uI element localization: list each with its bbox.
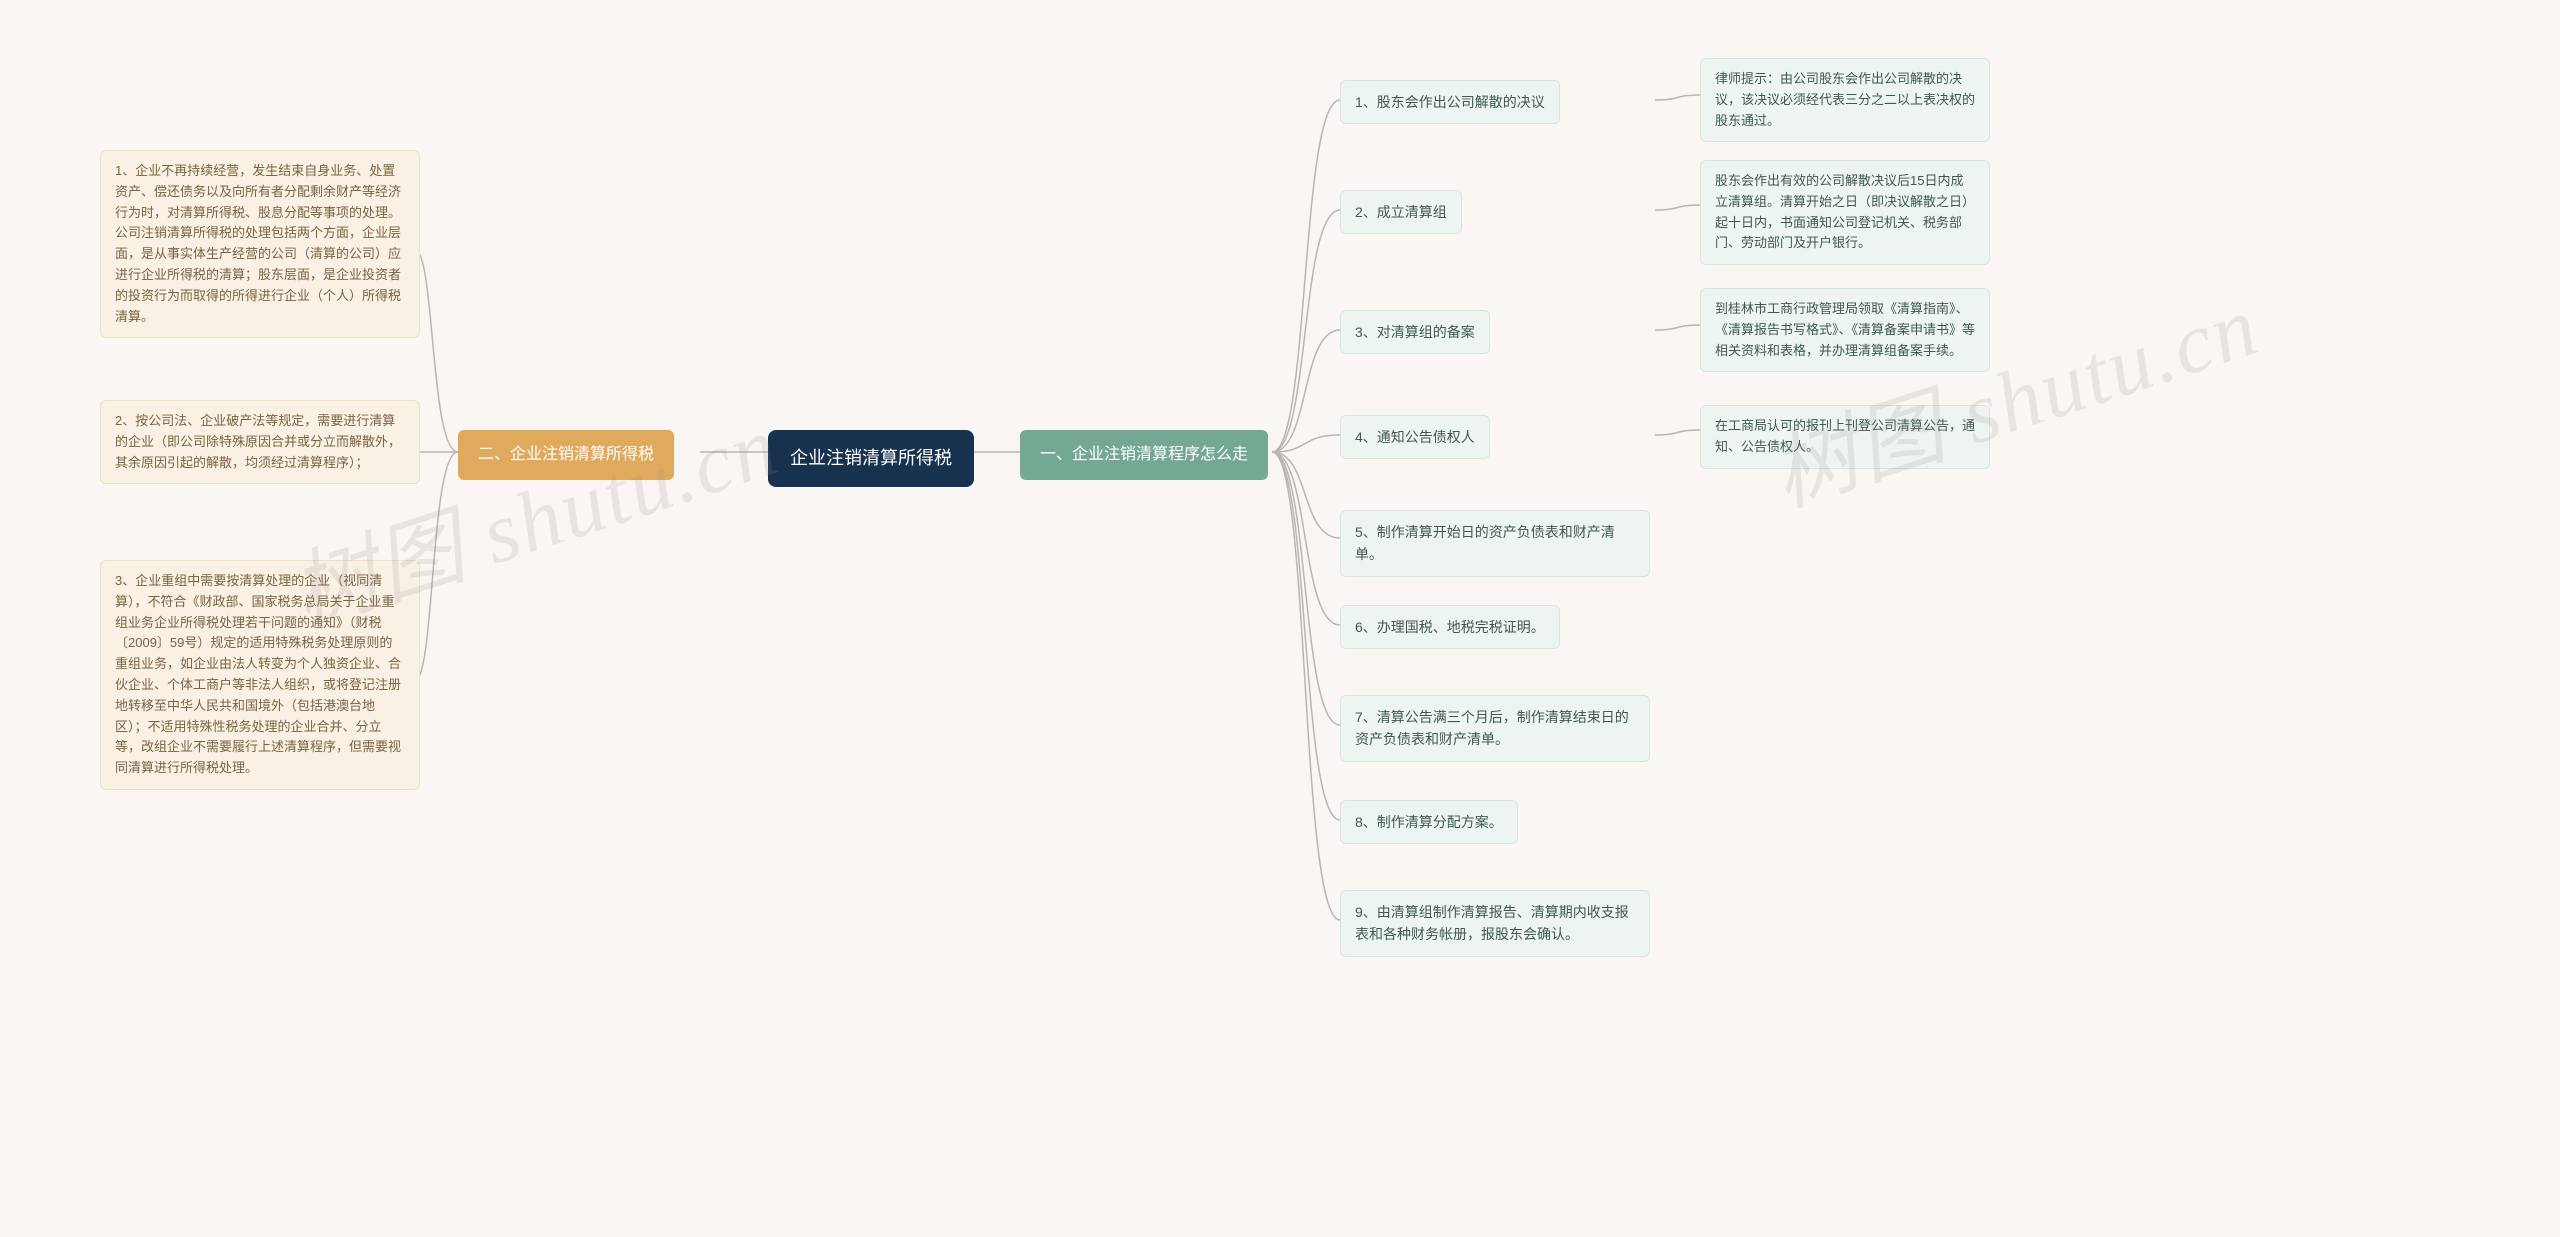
branch-right-title: 一、企业注销清算程序怎么走: [1040, 442, 1248, 468]
right-detail-text: 到桂林市工商行政管理局领取《清算指南》、《清算报告书写格式》、《清算备案申请书》…: [1715, 299, 1975, 361]
right-item-7[interactable]: 7、清算公告满三个月后，制作清算结束日的资产负债表和财产清单。: [1340, 695, 1650, 762]
left-item-2[interactable]: 2、按公司法、企业破产法等规定，需要进行清算的企业（即公司除特殊原因合并或分立而…: [100, 400, 420, 484]
right-item-2[interactable]: 2、成立清算组: [1340, 190, 1462, 234]
left-item-text: 1、企业不再持续经营，发生结束自身业务、处置资产、偿还债务以及向所有者分配剩余财…: [115, 161, 405, 327]
branch-left-title: 二、企业注销清算所得税: [478, 442, 654, 468]
right-item-6[interactable]: 6、办理国税、地税完税证明。: [1340, 605, 1560, 649]
right-item-label: 1、股东会作出公司解散的决议: [1355, 91, 1545, 113]
right-detail-1[interactable]: 律师提示：由公司股东会作出公司解散的决议，该决议必须经代表三分之二以上表决权的股…: [1700, 58, 1990, 142]
right-detail-text: 在工商局认可的报刊上刊登公司清算公告，通知、公告债权人。: [1715, 416, 1975, 458]
right-item-label: 9、由清算组制作清算报告、清算期内收支报表和各种财务帐册，报股东会确认。: [1355, 901, 1635, 946]
left-item-1[interactable]: 1、企业不再持续经营，发生结束自身业务、处置资产、偿还债务以及向所有者分配剩余财…: [100, 150, 420, 338]
right-item-9[interactable]: 9、由清算组制作清算报告、清算期内收支报表和各种财务帐册，报股东会确认。: [1340, 890, 1650, 957]
branch-right[interactable]: 一、企业注销清算程序怎么走: [1020, 430, 1268, 480]
right-detail-4[interactable]: 在工商局认可的报刊上刊登公司清算公告，通知、公告债权人。: [1700, 405, 1990, 469]
mindmap-canvas: 企业注销清算所得税 一、企业注销清算程序怎么走 二、企业注销清算所得税 1、股东…: [0, 0, 2560, 1237]
root-title: 企业注销清算所得税: [790, 444, 952, 473]
right-item-label: 4、通知公告债权人: [1355, 426, 1475, 448]
branch-left[interactable]: 二、企业注销清算所得税: [458, 430, 674, 480]
right-item-5[interactable]: 5、制作清算开始日的资产负债表和财产清单。: [1340, 510, 1650, 577]
left-item-3[interactable]: 3、企业重组中需要按清算处理的企业（视同清算），不符合《财政部、国家税务总局关于…: [100, 560, 420, 790]
right-item-4[interactable]: 4、通知公告债权人: [1340, 415, 1490, 459]
root-node[interactable]: 企业注销清算所得税: [768, 430, 974, 487]
right-item-1[interactable]: 1、股东会作出公司解散的决议: [1340, 80, 1560, 124]
left-item-text: 3、企业重组中需要按清算处理的企业（视同清算），不符合《财政部、国家税务总局关于…: [115, 571, 405, 779]
right-item-label: 3、对清算组的备案: [1355, 321, 1475, 343]
right-item-8[interactable]: 8、制作清算分配方案。: [1340, 800, 1518, 844]
right-item-label: 6、办理国税、地税完税证明。: [1355, 616, 1545, 638]
right-item-label: 5、制作清算开始日的资产负债表和财产清单。: [1355, 521, 1635, 566]
right-item-3[interactable]: 3、对清算组的备案: [1340, 310, 1490, 354]
right-detail-2[interactable]: 股东会作出有效的公司解散决议后15日内成立清算组。清算开始之日（即决议解散之日）…: [1700, 160, 1990, 265]
right-detail-text: 股东会作出有效的公司解散决议后15日内成立清算组。清算开始之日（即决议解散之日）…: [1715, 171, 1975, 254]
right-detail-text: 律师提示：由公司股东会作出公司解散的决议，该决议必须经代表三分之二以上表决权的股…: [1715, 69, 1975, 131]
right-item-label: 8、制作清算分配方案。: [1355, 811, 1503, 833]
right-item-label: 2、成立清算组: [1355, 201, 1447, 223]
left-item-text: 2、按公司法、企业破产法等规定，需要进行清算的企业（即公司除特殊原因合并或分立而…: [115, 411, 405, 473]
right-detail-3[interactable]: 到桂林市工商行政管理局领取《清算指南》、《清算报告书写格式》、《清算备案申请书》…: [1700, 288, 1990, 372]
right-item-label: 7、清算公告满三个月后，制作清算结束日的资产负债表和财产清单。: [1355, 706, 1635, 751]
